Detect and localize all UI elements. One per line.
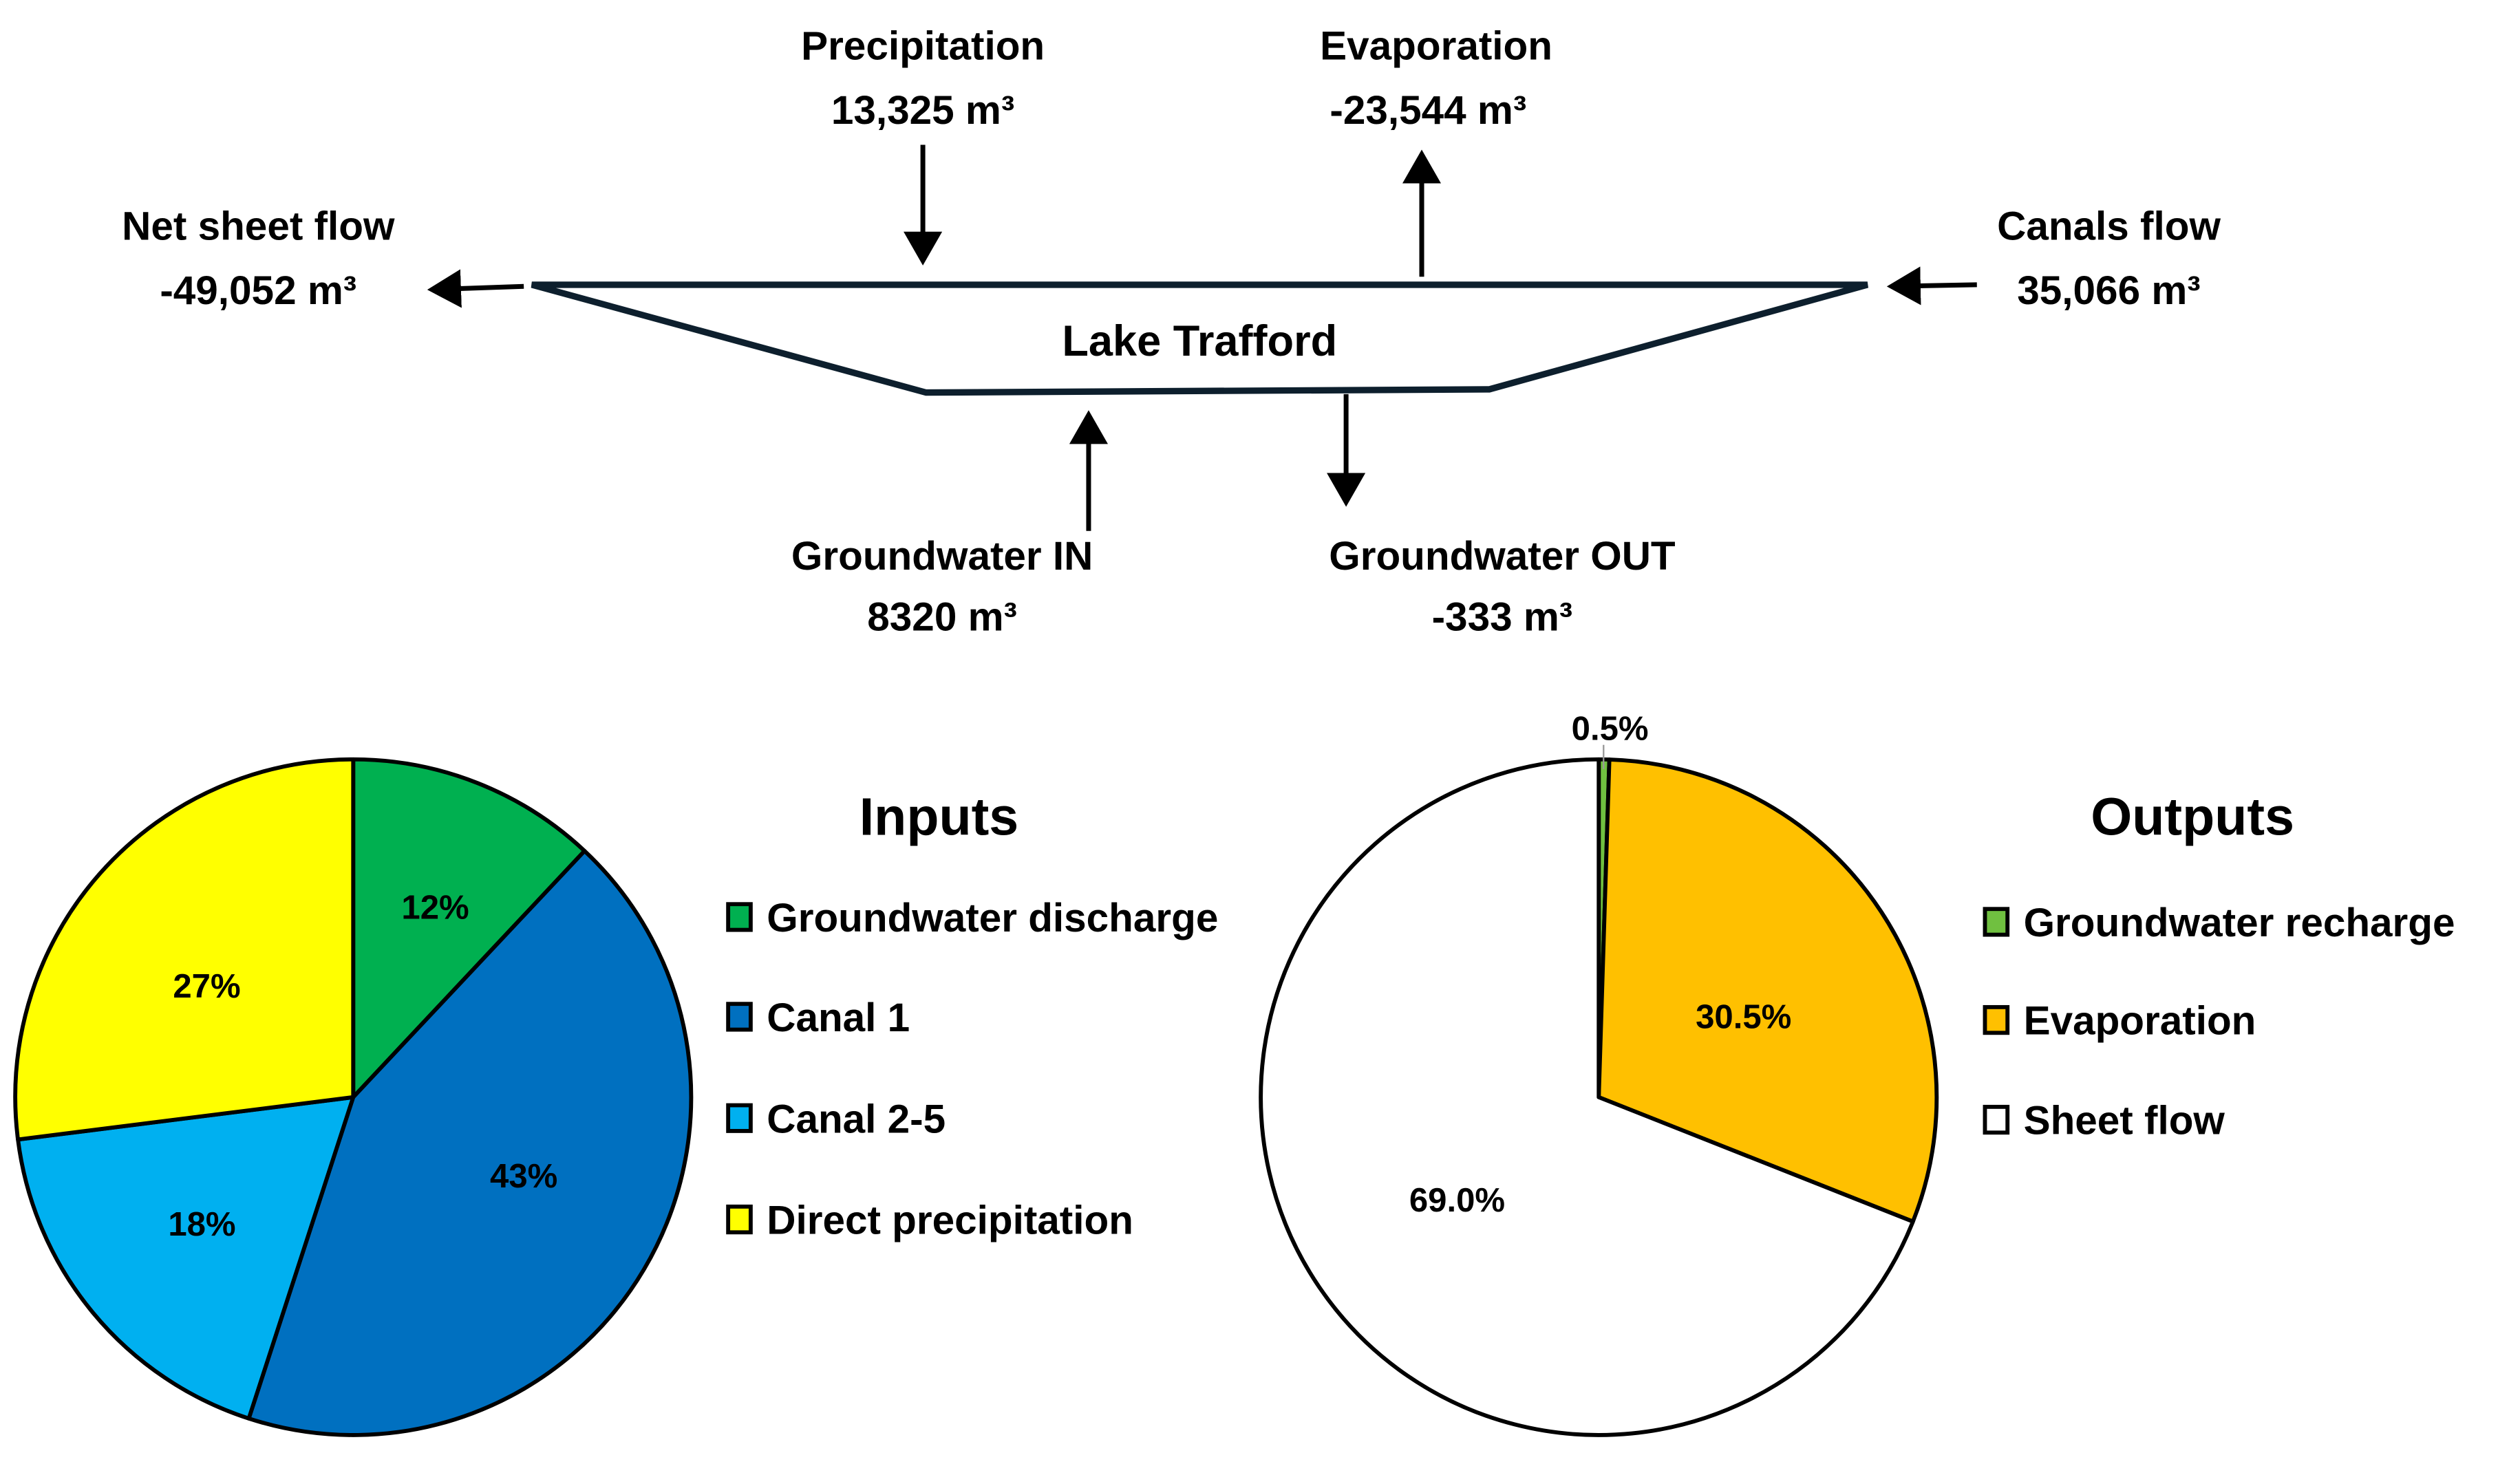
inputs-title: Inputs bbox=[859, 788, 1018, 847]
legend-item: Evaporation bbox=[1983, 999, 2256, 1044]
legend-item: Direct precipitation bbox=[726, 1198, 1133, 1243]
outputs-pie: 0.5% 30.5% 69.0% bbox=[1259, 711, 1939, 1437]
pie-slice-sheet-flow bbox=[1259, 757, 1915, 1437]
legend-label: Evaporation bbox=[2024, 999, 2256, 1044]
outputs-legend: Groundwater recharge Evaporation Sheet flo… bbox=[1983, 901, 2455, 1143]
pie-slice-evaporation bbox=[1597, 757, 1939, 1224]
legend-label: Canal 1 bbox=[767, 995, 910, 1040]
legend-item: Canal 1 bbox=[726, 995, 910, 1040]
canals-flow-label: Canals flow bbox=[1997, 204, 2221, 248]
pie-slice-canal-2-5 bbox=[16, 1095, 356, 1421]
inputs-legend: Groundwater discharge Canal 1 Canal 2-5 Dir… bbox=[726, 896, 1218, 1243]
legend-label: Groundwater discharge bbox=[767, 896, 1218, 940]
legend-swatch bbox=[726, 1103, 753, 1133]
groundwater-out-label: Groundwater OUT bbox=[1329, 534, 1676, 579]
groundwater-out-value: -333 m³ bbox=[1432, 595, 1573, 640]
net-sheet-flow-value: -49,052 m³ bbox=[160, 268, 356, 313]
legend-swatch bbox=[1983, 1104, 2010, 1135]
legend-swatch bbox=[1983, 907, 2010, 937]
legend-item: Canal 2-5 bbox=[726, 1097, 946, 1141]
precipitation-value: 13,325 m³ bbox=[831, 88, 1014, 133]
legend-swatch bbox=[726, 1002, 753, 1032]
pie-slice-canal-1 bbox=[246, 848, 694, 1437]
data-label: 0.5% bbox=[1572, 711, 1649, 748]
evaporation-label: Evaporation bbox=[1320, 24, 1552, 69]
pie-slice-direct-precipitation bbox=[13, 757, 356, 1142]
precipitation-label: Precipitation bbox=[801, 24, 1045, 69]
pie-slice-groundwater-discharge bbox=[351, 757, 587, 1099]
canals-flow-arrow bbox=[1886, 266, 1977, 305]
outputs-title: Outputs bbox=[2091, 788, 2294, 847]
legend-item: Sheet flow bbox=[1983, 1099, 2225, 1143]
data-label: 18% bbox=[168, 1206, 235, 1243]
inputs-pie: 12% 43% 18% 27% bbox=[13, 757, 694, 1437]
legend-label: Sheet flow bbox=[2024, 1099, 2225, 1143]
groundwater-in-value: 8320 m³ bbox=[867, 595, 1017, 640]
legend-label: Canal 2-5 bbox=[767, 1097, 946, 1141]
data-label: 69.0% bbox=[1409, 1182, 1505, 1219]
net-sheet-flow-arrow bbox=[427, 269, 524, 308]
lake-outline bbox=[531, 281, 1869, 396]
data-label: 30.5% bbox=[1696, 998, 1791, 1035]
legend-item: Groundwater recharge bbox=[1983, 901, 2455, 945]
legend-item: Groundwater discharge bbox=[726, 896, 1218, 940]
legend-label: Direct precipitation bbox=[767, 1198, 1133, 1243]
data-label: 27% bbox=[173, 968, 240, 1005]
net-sheet-flow-label: Net sheet flow bbox=[122, 204, 395, 248]
legend-swatch bbox=[726, 902, 753, 932]
groundwater-in-label: Groundwater IN bbox=[791, 534, 1093, 579]
lake-name: Lake Trafford bbox=[1062, 317, 1337, 365]
legend-label: Groundwater recharge bbox=[2024, 901, 2455, 945]
data-label: 43% bbox=[490, 1158, 557, 1195]
legend-swatch bbox=[726, 1204, 753, 1235]
data-label: 12% bbox=[401, 889, 469, 926]
evaporation-value: -23,544 m³ bbox=[1330, 88, 1526, 133]
legend-swatch bbox=[1983, 1004, 2010, 1035]
canals-flow-value: 35,066 m³ bbox=[2017, 268, 2200, 313]
